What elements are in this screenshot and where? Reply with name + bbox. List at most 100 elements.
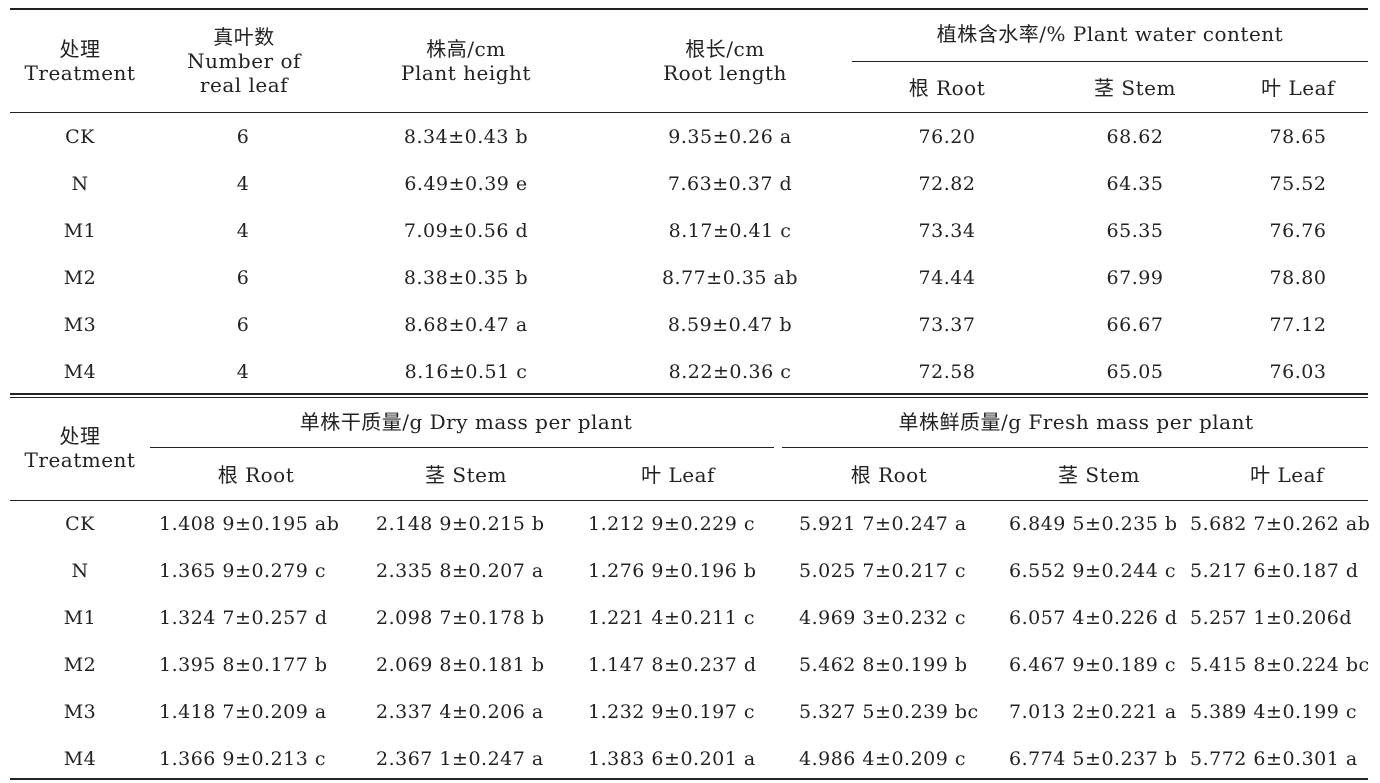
dry-stem-cell: 2.098 7±0.178 b bbox=[376, 607, 545, 629]
root-length-cell: 8.22±0.36 c bbox=[668, 361, 792, 383]
t2-header-fresh-leaf: 叶 Leaf bbox=[1250, 463, 1324, 487]
t2-fresh-group-rule bbox=[782, 447, 1368, 448]
water-stem-cell: 68.62 bbox=[1106, 126, 1164, 148]
table-separator-rule-1 bbox=[10, 393, 1368, 395]
dry-leaf-cell: 1.276 9±0.196 b bbox=[588, 560, 757, 582]
water-root-cell: 72.82 bbox=[918, 173, 976, 195]
leaf-number-cell: 4 bbox=[236, 173, 250, 195]
fresh-leaf-cell: 5.217 6±0.187 d bbox=[1190, 560, 1359, 582]
water-root-cell: 73.34 bbox=[918, 220, 976, 242]
dry-root-cell: 1.395 8±0.177 b bbox=[159, 654, 328, 676]
water-leaf-cell: 75.52 bbox=[1269, 173, 1327, 195]
plant-height-cell: 7.09±0.56 d bbox=[403, 220, 529, 242]
root-length-cell: 8.77±0.35 ab bbox=[661, 267, 799, 289]
t2-dry-group-rule bbox=[150, 447, 774, 448]
root-length-cell: 9.35±0.26 a bbox=[668, 126, 792, 148]
t2-header-dry-group: 单株干质量/g Dry mass per plant bbox=[299, 410, 633, 434]
t1-header-water-group: 植株含水率/% Plant water content bbox=[936, 22, 1284, 46]
treatment-cell: M3 bbox=[63, 314, 97, 336]
treatment-cell: CK bbox=[65, 513, 95, 535]
plant-height-cell: 8.34±0.43 b bbox=[403, 126, 529, 148]
dry-leaf-cell: 1.232 9±0.197 c bbox=[588, 701, 756, 723]
fresh-stem-cell: 7.013 2±0.221 a bbox=[1009, 701, 1177, 723]
water-stem-cell: 64.35 bbox=[1106, 173, 1164, 195]
fresh-stem-cell: 6.774 5±0.237 b bbox=[1009, 748, 1178, 770]
t1-header-stem: 茎 Stem bbox=[1094, 76, 1176, 100]
table2-bottom-rule bbox=[10, 778, 1368, 780]
t2-header-dry-leaf: 叶 Leaf bbox=[641, 463, 715, 487]
treatment-cell: M3 bbox=[63, 701, 97, 723]
t1-header-leaf-number: 真叶数 Number of real leaf bbox=[187, 25, 301, 97]
treatment-cell: N bbox=[71, 560, 89, 582]
water-leaf-cell: 78.65 bbox=[1269, 126, 1327, 148]
fresh-leaf-cell: 5.682 7±0.262 ab bbox=[1190, 513, 1371, 535]
t1-header-treatment: 处理 Treatment bbox=[24, 37, 136, 85]
water-stem-cell: 66.67 bbox=[1106, 314, 1164, 336]
leaf-number-cell: 6 bbox=[236, 267, 250, 289]
fresh-root-cell: 5.462 8±0.199 b bbox=[799, 654, 968, 676]
fresh-stem-cell: 6.552 9±0.244 c bbox=[1009, 560, 1177, 582]
root-length-cell: 8.17±0.41 c bbox=[668, 220, 792, 242]
treatment-cell: M2 bbox=[63, 267, 97, 289]
water-leaf-cell: 76.03 bbox=[1269, 361, 1327, 383]
dry-stem-cell: 2.367 1±0.247 a bbox=[376, 748, 544, 770]
dry-leaf-cell: 1.212 9±0.229 c bbox=[588, 513, 756, 535]
root-length-cell: 8.59±0.47 b bbox=[667, 314, 793, 336]
table1-top-rule bbox=[10, 8, 1368, 10]
t1-header-plant-height: 株高/cm Plant height bbox=[401, 37, 531, 85]
t2-header-fresh-stem: 茎 Stem bbox=[1058, 463, 1140, 487]
dry-root-cell: 1.408 9±0.195 ab bbox=[159, 513, 340, 535]
t1-header-leaf: 叶 Leaf bbox=[1261, 76, 1335, 100]
fresh-root-cell: 4.986 4±0.209 c bbox=[799, 748, 967, 770]
leaf-number-cell: 6 bbox=[236, 314, 250, 336]
dry-root-cell: 1.365 9±0.279 c bbox=[159, 560, 327, 582]
treatment-cell: N bbox=[71, 173, 89, 195]
t2-header-fresh-group: 单株鲜质量/g Fresh mass per plant bbox=[898, 410, 1254, 434]
water-leaf-cell: 78.80 bbox=[1269, 267, 1327, 289]
t1-header-root: 根 Root bbox=[908, 76, 986, 100]
treatment-cell: M4 bbox=[63, 748, 97, 770]
t1-header-rule bbox=[10, 112, 1368, 113]
treatment-cell: M1 bbox=[63, 607, 97, 629]
dry-root-cell: 1.418 7±0.209 a bbox=[159, 701, 327, 723]
fresh-stem-cell: 6.467 9±0.189 c bbox=[1009, 654, 1177, 676]
water-stem-cell: 65.35 bbox=[1106, 220, 1164, 242]
t1-header-root-length: 根长/cm Root length bbox=[663, 37, 787, 85]
water-root-cell: 76.20 bbox=[918, 126, 976, 148]
leaf-number-cell: 6 bbox=[236, 126, 250, 148]
leaf-number-cell: 4 bbox=[236, 220, 250, 242]
plant-height-cell: 8.68±0.47 a bbox=[404, 314, 528, 336]
treatment-cell: CK bbox=[65, 126, 95, 148]
dry-stem-cell: 2.069 8±0.181 b bbox=[376, 654, 545, 676]
fresh-stem-cell: 6.057 4±0.226 d bbox=[1009, 607, 1178, 629]
fresh-root-cell: 4.969 3±0.232 c bbox=[799, 607, 967, 629]
water-root-cell: 74.44 bbox=[918, 267, 976, 289]
fresh-leaf-cell: 5.257 1±0.206d bbox=[1190, 607, 1352, 629]
fresh-root-cell: 5.025 7±0.217 c bbox=[799, 560, 967, 582]
t1-water-group-rule bbox=[852, 61, 1368, 62]
t2-header-fresh-root: 根 Root bbox=[850, 463, 928, 487]
fresh-root-cell: 5.327 5±0.239 bc bbox=[799, 701, 979, 723]
water-stem-cell: 65.05 bbox=[1106, 361, 1164, 383]
fresh-leaf-cell: 5.415 8±0.224 bc bbox=[1190, 654, 1370, 676]
dry-root-cell: 1.366 9±0.213 c bbox=[159, 748, 327, 770]
water-root-cell: 73.37 bbox=[918, 314, 976, 336]
dry-stem-cell: 2.337 4±0.206 a bbox=[376, 701, 544, 723]
treatment-cell: M4 bbox=[63, 361, 97, 383]
dry-leaf-cell: 1.221 4±0.211 c bbox=[588, 607, 756, 629]
t2-header-dry-root: 根 Root bbox=[217, 463, 295, 487]
dry-leaf-cell: 1.383 6±0.201 a bbox=[588, 748, 756, 770]
table-separator-rule-2 bbox=[10, 397, 1368, 398]
water-leaf-cell: 76.76 bbox=[1269, 220, 1327, 242]
leaf-number-cell: 4 bbox=[236, 361, 250, 383]
root-length-cell: 7.63±0.37 d bbox=[667, 173, 793, 195]
fresh-stem-cell: 6.849 5±0.235 b bbox=[1009, 513, 1178, 535]
dry-stem-cell: 2.148 9±0.215 b bbox=[376, 513, 545, 535]
t2-header-rule bbox=[10, 500, 1368, 501]
t2-header-dry-stem: 茎 Stem bbox=[425, 463, 507, 487]
dry-root-cell: 1.324 7±0.257 d bbox=[159, 607, 328, 629]
fresh-leaf-cell: 5.772 6±0.301 a bbox=[1190, 748, 1358, 770]
treatment-cell: M2 bbox=[63, 654, 97, 676]
plant-height-cell: 8.16±0.51 c bbox=[404, 361, 528, 383]
plant-height-cell: 6.49±0.39 e bbox=[404, 173, 528, 195]
